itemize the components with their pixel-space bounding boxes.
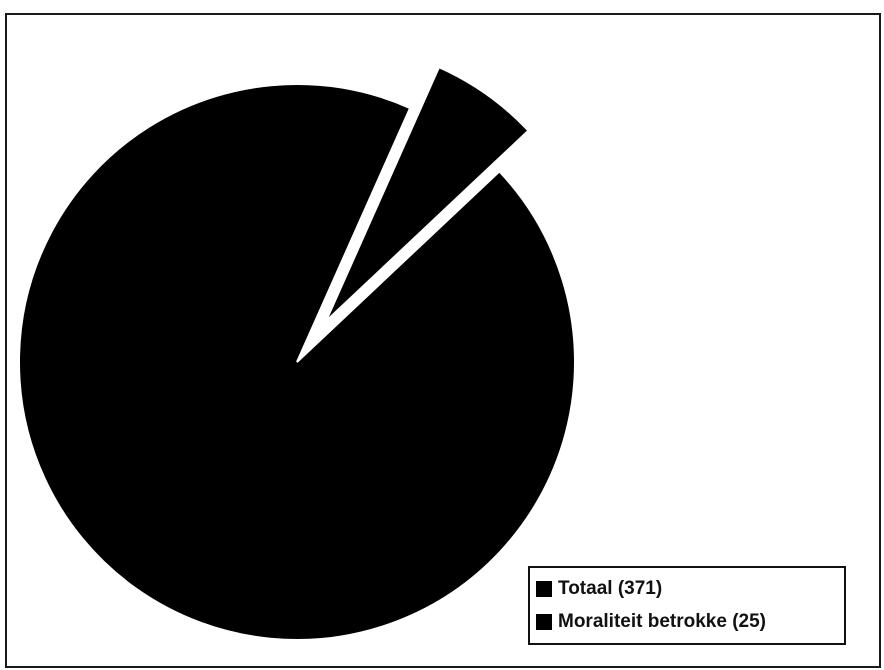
legend: Totaal (371) Moraliteit betrokke (25) (528, 566, 846, 645)
legend-label-totaal: Totaal (371) (558, 577, 663, 599)
legend-item-totaal: Totaal (371) (536, 572, 838, 605)
legend-item-moraliteit: Moraliteit betrokke (25) (536, 605, 838, 638)
legend-label-moraliteit: Moraliteit betrokke (25) (558, 610, 766, 632)
legend-swatch-totaal (536, 580, 552, 597)
pie-slice-moraliteit (325, 65, 530, 322)
pie-slices (18, 65, 576, 641)
legend-swatch-moraliteit (536, 613, 552, 630)
pie-slice-totaal (18, 83, 576, 641)
